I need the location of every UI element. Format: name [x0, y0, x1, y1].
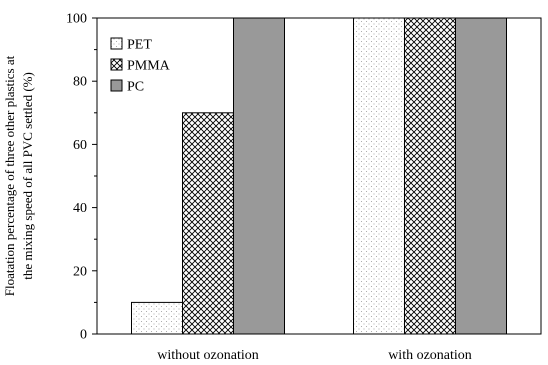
bar-pc-without-ozonation: [233, 17, 285, 335]
legend: PET PMMA PC: [110, 37, 171, 95]
legend-swatch-pc: [110, 79, 123, 92]
y-axis-label: Floatation percentage of three other pla…: [2, 55, 35, 296]
legend-label-pet: PET: [127, 38, 152, 53]
y-tick-label: 100: [66, 12, 87, 27]
bar-pmma-with-ozonation: [404, 17, 456, 335]
y-tick-label: 0: [80, 328, 87, 343]
legend-label-pc: PC: [127, 80, 144, 95]
y-tick-label: 80: [73, 75, 87, 90]
bar-pc-with-ozonation: [455, 17, 507, 335]
bar-pmma-without-ozonation: [182, 112, 234, 335]
legend-swatch-pmma: [110, 58, 123, 71]
x-tick-label: without ozonation: [157, 348, 259, 363]
y-axis-label-line-2: the mixing speed of all PVC settled (%): [20, 72, 35, 280]
x-tick-label: with ozonation: [388, 348, 472, 363]
bar-pet-with-ozonation: [353, 17, 405, 335]
y-axis-label-line-1: Floatation percentage of three other pla…: [2, 55, 17, 296]
legend-swatch-pet: [110, 37, 123, 50]
bars-group: [131, 17, 507, 335]
x-axis-labels: without ozonation with ozonation: [157, 348, 472, 363]
y-tick-label: 40: [73, 201, 87, 216]
y-axis-ticks: 0 20 40 60 80 100: [66, 12, 97, 343]
bar-pet-without-ozonation: [131, 301, 183, 335]
plot-area-frame: [96, 17, 542, 335]
y-tick-label: 60: [73, 138, 87, 153]
legend-label-pmma: PMMA: [127, 59, 171, 74]
y-tick-label: 20: [73, 264, 87, 279]
